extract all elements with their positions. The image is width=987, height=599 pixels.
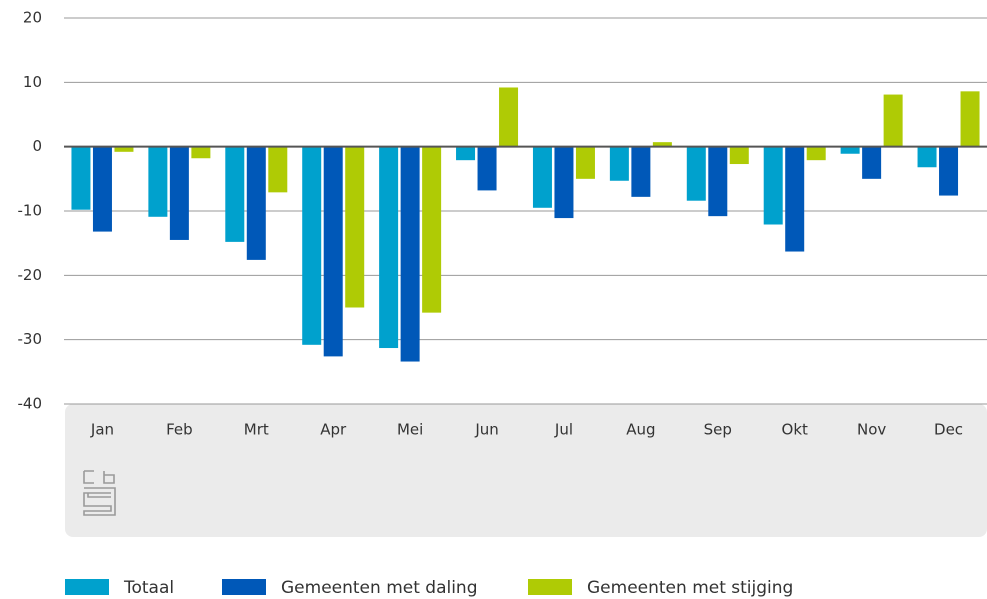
bar [400,146,420,362]
bar [708,146,728,217]
x-tick-label: Jun [474,421,498,439]
bar [379,146,399,349]
x-tick-label: Aug [626,421,655,439]
bar [652,142,672,147]
bar [939,146,959,196]
y-tick-label: 0 [32,137,42,155]
bar [763,146,783,225]
bar [71,146,91,210]
bar [609,146,629,181]
bar [477,146,497,191]
bar [191,146,211,159]
bar [169,146,189,240]
bar [148,146,168,217]
legend-label: Gemeenten met stijging [587,578,793,598]
x-tick-label: Feb [166,421,193,439]
bar [862,146,882,179]
x-tick-label: Dec [934,421,963,439]
bar [345,146,365,308]
bar [499,87,519,147]
bar [883,94,903,147]
legend-swatch [222,579,266,595]
y-tick-label: 20 [23,9,42,27]
bar [840,146,860,154]
bar [114,146,134,152]
legend-swatch [528,579,572,595]
y-tick-label: -40 [18,395,43,413]
bar [225,146,245,242]
bar [729,146,749,165]
bar [806,146,826,161]
y-tick-label: -20 [18,266,43,284]
legend-label: Gemeenten met daling [281,578,478,598]
bar [575,146,595,179]
bar [960,91,980,147]
bar [422,146,442,313]
legend-label: Totaal [123,578,174,598]
bar [323,146,343,357]
x-tick-label: Jan [90,421,114,439]
bar [456,146,476,161]
bar [532,146,552,208]
x-tick-label: Okt [782,421,808,439]
bar [92,146,112,232]
bar [302,146,322,345]
legend-swatch [65,579,109,595]
cbs-logo [83,470,116,516]
footer-panel [65,404,987,537]
x-tick-label: Jul [554,421,573,439]
bar [268,146,288,193]
y-tick-label: -10 [18,202,43,220]
bar [917,146,937,168]
y-tick-label: -30 [18,330,43,348]
x-tick-label: Apr [320,421,347,439]
bar [785,146,805,252]
y-tick-label: 10 [23,73,42,91]
x-tick-label: Mrt [244,421,269,439]
x-tick-label: Mei [397,421,423,439]
x-tick-label: Nov [857,421,886,439]
bar [686,146,706,201]
bar [631,146,651,197]
bar [246,146,266,260]
bar [554,146,574,219]
x-tick-label: Sep [704,421,732,439]
